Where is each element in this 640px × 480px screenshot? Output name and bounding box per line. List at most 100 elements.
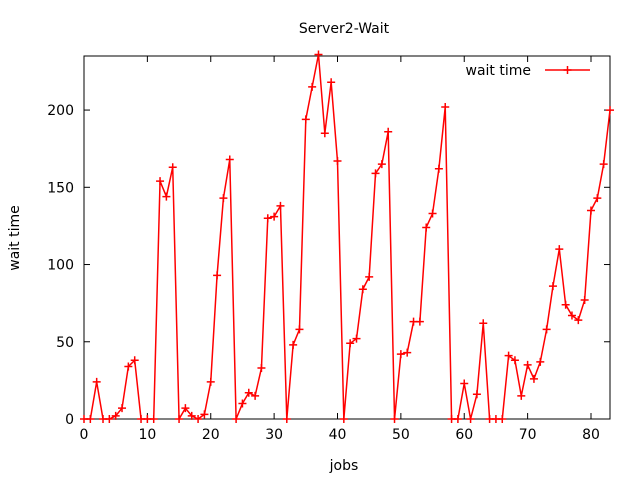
data-point-marker — [206, 377, 215, 386]
data-point-marker — [333, 157, 342, 166]
data-point-marker — [314, 50, 323, 59]
data-point-marker — [251, 391, 260, 400]
data-point-marker — [181, 404, 190, 413]
legend-label: wait time — [466, 63, 532, 79]
data-point-marker — [567, 311, 576, 320]
data-point-marker — [194, 415, 203, 423]
data-point-marker — [396, 350, 405, 359]
y-tick-label: 150 — [47, 180, 74, 196]
data-point-marker — [301, 115, 310, 124]
axis-tick-labels: 0 10 20 30 40 50 60 70 80 0 50 100 150 200 — [47, 103, 600, 443]
data-point-marker — [346, 339, 355, 348]
series-line — [84, 53, 611, 420]
data-point-marker — [580, 296, 589, 305]
x-tick-label: 50 — [392, 427, 410, 443]
data-point-marker — [523, 360, 532, 369]
data-point-marker — [428, 209, 437, 218]
x-tick-label: 10 — [138, 427, 156, 443]
data-point-marker — [504, 351, 513, 360]
data-point-marker — [510, 356, 519, 365]
data-point-marker — [403, 348, 412, 357]
data-point-marker — [542, 325, 551, 334]
y-tick-label: 0 — [65, 412, 74, 428]
x-axis-label: jobs — [329, 458, 359, 474]
data-point-marker — [377, 160, 386, 169]
data-point-marker — [175, 415, 184, 423]
data-point-marker — [593, 194, 602, 203]
data-point-marker — [529, 374, 538, 383]
x-tick-label: 20 — [202, 427, 220, 443]
series-wait-time — [80, 50, 614, 423]
data-point-marker — [219, 194, 228, 203]
data-point-marker — [586, 206, 595, 215]
data-point-marker — [352, 334, 361, 343]
data-point-marker — [453, 415, 462, 423]
data-point-marker — [289, 340, 298, 349]
data-point-marker — [561, 300, 570, 309]
data-point-marker — [263, 214, 272, 223]
data-point-marker — [472, 390, 481, 399]
data-point-marker — [460, 379, 469, 388]
data-point-marker — [118, 404, 127, 413]
data-point-marker — [244, 388, 253, 397]
data-point-marker — [479, 319, 488, 328]
data-point-marker — [257, 364, 266, 373]
data-point-marker — [92, 377, 101, 386]
y-tick-label: 200 — [47, 103, 74, 119]
data-point-marker — [415, 317, 424, 326]
data-point-marker — [187, 411, 196, 420]
data-point-marker — [213, 271, 222, 280]
data-point-marker — [441, 102, 450, 111]
data-point-marker — [390, 415, 399, 423]
data-point-marker — [111, 411, 120, 420]
data-point-marker — [498, 415, 507, 423]
data-point-marker — [517, 391, 526, 400]
data-point-marker — [422, 223, 431, 232]
data-point-marker — [200, 410, 209, 419]
data-point-marker — [168, 163, 177, 172]
data-point-marker — [86, 415, 95, 423]
chart-title: Server2-Wait — [299, 21, 390, 37]
x-tick-label: 0 — [80, 427, 89, 443]
x-tick-label: 80 — [582, 427, 600, 443]
data-point-marker — [124, 362, 133, 371]
data-point-marker — [105, 415, 114, 423]
y-tick-label: 100 — [47, 258, 74, 274]
data-point-marker — [606, 106, 614, 115]
data-point-marker — [276, 201, 285, 210]
data-point-marker — [434, 164, 443, 173]
data-point-marker — [162, 192, 171, 201]
data-point-marker — [238, 399, 247, 408]
data-point-marker — [232, 415, 241, 423]
data-point-marker — [149, 415, 158, 423]
legend-marker — [563, 66, 572, 74]
y-tick-label: 50 — [56, 335, 74, 351]
data-point-marker — [384, 127, 393, 136]
data-point-marker — [555, 245, 564, 254]
data-point-marker — [130, 356, 139, 365]
data-point-marker — [548, 282, 557, 291]
data-point-marker — [308, 82, 317, 91]
y-axis-label: wait time — [7, 205, 23, 271]
data-point-marker — [599, 160, 608, 169]
data-point-marker — [536, 357, 545, 366]
data-point-marker — [295, 325, 304, 334]
x-tick-label: 70 — [519, 427, 537, 443]
legend: wait time — [466, 63, 590, 79]
data-point-marker — [358, 285, 367, 294]
data-point-marker — [365, 272, 374, 281]
data-point-marker — [371, 169, 380, 178]
x-tick-label: 30 — [265, 427, 283, 443]
data-point-marker — [574, 316, 583, 325]
data-point-marker — [339, 415, 348, 423]
data-point-marker — [156, 177, 165, 186]
x-tick-label: 60 — [455, 427, 473, 443]
data-point-marker — [282, 415, 291, 423]
data-point-marker — [225, 155, 234, 164]
data-point-marker — [270, 212, 279, 221]
data-point-marker — [327, 78, 336, 87]
x-tick-label: 40 — [329, 427, 347, 443]
data-point-marker — [466, 415, 475, 423]
